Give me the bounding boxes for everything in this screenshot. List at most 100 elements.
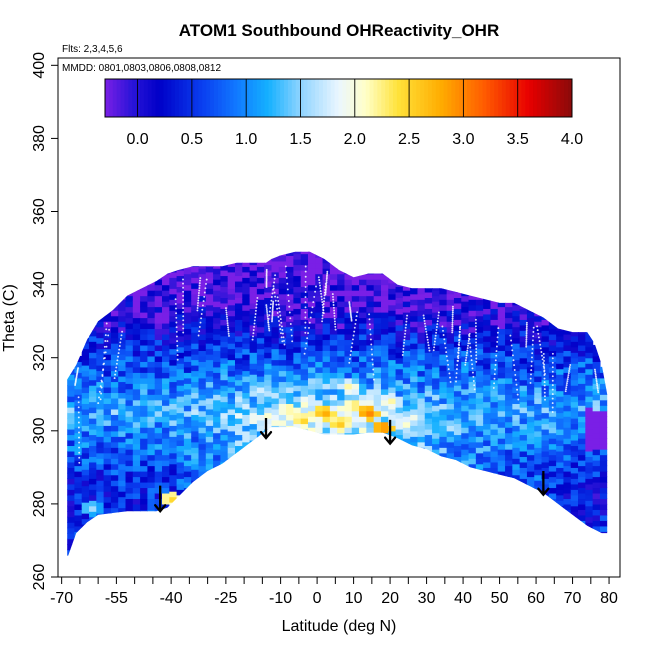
heatmap-cell xyxy=(373,279,382,286)
heatmap-cell xyxy=(81,375,90,383)
flight-track-point xyxy=(74,384,77,386)
heatmap-cell xyxy=(432,306,440,313)
heatmap-cell xyxy=(140,295,149,302)
colorbar-segment xyxy=(105,79,110,117)
heatmap-cell xyxy=(534,370,543,377)
heatmap-cell xyxy=(417,392,426,399)
heatmap-cell xyxy=(388,408,397,415)
heatmap-cell xyxy=(154,449,163,456)
heatmap-cell xyxy=(351,279,360,286)
heatmap-cell xyxy=(140,454,149,461)
heatmap-cell xyxy=(286,381,294,388)
flight-track-point xyxy=(451,331,454,334)
heatmap-cell xyxy=(468,419,477,426)
heatmap-cell xyxy=(599,372,608,379)
heatmap-cell xyxy=(592,350,601,357)
heatmap-cell xyxy=(67,456,76,463)
heatmap-cell xyxy=(410,359,419,366)
heatmap-cell xyxy=(227,348,236,355)
flight-track-point xyxy=(543,363,546,366)
heatmap-cell xyxy=(410,343,419,350)
flight-track-point xyxy=(471,371,474,374)
heatmap-cell xyxy=(424,412,433,419)
heatmap-cell xyxy=(140,377,149,384)
heatmap-cell xyxy=(249,346,258,353)
heatmap-cell xyxy=(570,439,579,447)
heatmap-cell xyxy=(439,293,448,300)
heatmap-cell xyxy=(322,399,331,406)
heatmap-cell xyxy=(512,469,521,476)
heatmap-cell xyxy=(154,427,163,434)
heatmap-cell xyxy=(329,322,338,330)
heatmap-cell xyxy=(315,333,324,341)
heatmap-cell xyxy=(483,313,492,320)
heatmap-cell xyxy=(198,383,207,390)
heatmap-cell xyxy=(242,370,251,377)
flight-track-point xyxy=(525,342,528,344)
heatmap-cell xyxy=(132,503,141,510)
heatmap-cell xyxy=(366,366,375,373)
heatmap-cell xyxy=(453,363,462,370)
heatmap-cell xyxy=(417,408,426,415)
heatmap-cell xyxy=(344,333,353,341)
heatmap-cell xyxy=(242,260,251,267)
heatmap-cell xyxy=(213,301,221,308)
heatmap-cell xyxy=(468,397,477,404)
heatmap-cell xyxy=(169,414,178,421)
heatmap-cell xyxy=(81,518,90,525)
arrows-layer xyxy=(154,418,550,514)
heatmap-cell xyxy=(242,354,251,361)
heatmap-cell xyxy=(300,390,309,397)
heatmap-cell xyxy=(191,441,200,448)
flight-track-point xyxy=(105,322,108,325)
heatmap-cell xyxy=(169,337,178,344)
heatmap-cell xyxy=(468,381,477,388)
heatmap-cell xyxy=(337,383,346,390)
colorbar-segment xyxy=(544,79,550,117)
heatmap-cell xyxy=(563,438,572,445)
heatmap-cell xyxy=(300,275,309,282)
flight-track-point xyxy=(451,319,454,322)
heatmap-cell xyxy=(329,366,338,373)
heatmap-cell xyxy=(183,279,192,286)
heatmap-cell xyxy=(505,405,513,412)
heatmap-cell xyxy=(337,333,346,341)
heatmap-cell xyxy=(490,396,499,403)
heatmap-cell xyxy=(96,502,105,509)
heatmap-cell xyxy=(475,392,484,399)
heatmap-cell xyxy=(81,469,90,476)
heatmap-cell xyxy=(570,434,579,441)
heatmap-cell xyxy=(162,366,170,373)
heatmap-cell xyxy=(351,339,360,346)
heatmap-cell xyxy=(213,438,221,445)
heatmap-cell xyxy=(359,279,367,286)
heatmap-cell xyxy=(337,306,346,313)
flight-track-point xyxy=(551,406,554,409)
flight-track-point xyxy=(464,359,467,362)
heatmap-cell xyxy=(563,388,572,395)
heatmap-cell xyxy=(388,370,397,377)
heatmap-cell xyxy=(439,392,448,399)
heatmap-cell xyxy=(183,383,192,390)
flight-track-point xyxy=(325,277,328,280)
heatmap-cell xyxy=(585,439,594,447)
flight-track-point xyxy=(332,298,335,301)
heatmap-cell xyxy=(599,377,608,384)
flight-track-point xyxy=(494,363,497,366)
heatmap-cell xyxy=(541,401,550,408)
heatmap-cell xyxy=(534,386,543,394)
heatmap-cell xyxy=(585,450,594,457)
heatmap-cell xyxy=(278,375,287,383)
flight-track-point xyxy=(403,341,406,344)
heatmap-cell xyxy=(366,405,375,412)
heatmap-cell xyxy=(526,410,535,417)
heatmap-cell xyxy=(563,344,572,351)
heatmap-cell xyxy=(154,438,163,445)
heatmap-cell xyxy=(505,355,513,362)
flight-track-point xyxy=(539,347,542,350)
heatmap-cell xyxy=(505,377,513,384)
flight-track-point xyxy=(227,326,230,329)
heatmap-cell xyxy=(74,416,83,423)
heatmap-cell xyxy=(89,341,97,348)
heatmap-cell xyxy=(264,346,273,353)
